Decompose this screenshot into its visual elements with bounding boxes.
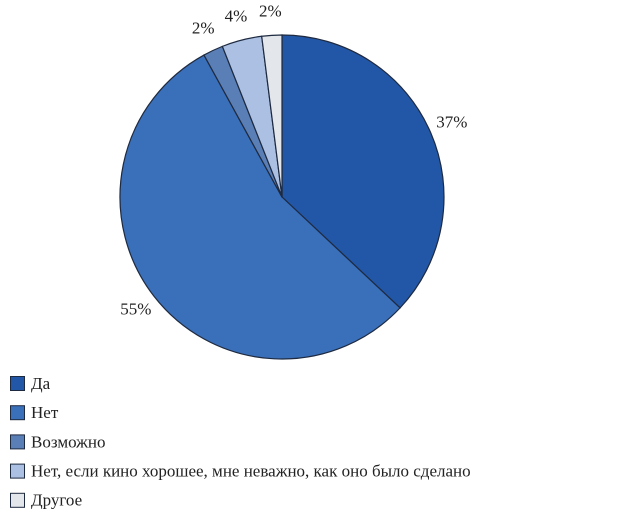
data-label: 2%	[259, 1, 282, 20]
data-label: 55%	[120, 299, 151, 318]
legend-swatch	[10, 492, 25, 508]
legend-swatch	[10, 376, 25, 391]
pie-slice	[261, 34, 283, 198]
pie-slice	[281, 34, 445, 309]
legend-label: Нет, если кино хорошее, мне неважно, как…	[31, 462, 471, 481]
legend-swatch	[10, 463, 25, 479]
legend-label: Да	[31, 374, 51, 393]
legend-swatch	[10, 405, 25, 421]
data-label: 4%	[225, 7, 248, 26]
legend-label: Нет	[31, 403, 59, 422]
legend-label: Другое	[31, 491, 82, 510]
legend-label: Возможно	[31, 432, 106, 451]
legend-swatch	[10, 434, 25, 450]
data-label: 2%	[192, 19, 215, 38]
pie-slice	[119, 54, 401, 360]
data-label: 37%	[436, 112, 467, 131]
